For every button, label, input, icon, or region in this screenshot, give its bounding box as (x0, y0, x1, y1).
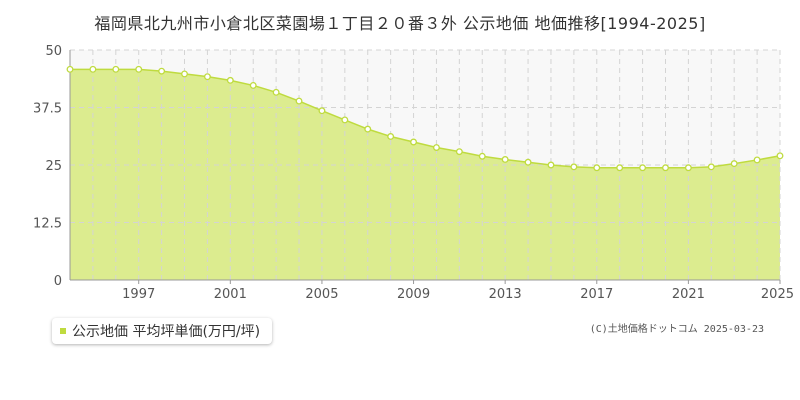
series-line (70, 68, 781, 169)
data-point (66, 65, 74, 73)
data-point (272, 88, 280, 96)
data-point (684, 164, 692, 172)
credit-text: (C)土地価格ドットコム 2025-03-23 (589, 324, 764, 335)
data-point (387, 133, 395, 140)
data-point (112, 65, 120, 73)
data-point (570, 163, 578, 171)
data-point (135, 65, 143, 73)
data-point (639, 164, 647, 172)
data-point (203, 73, 211, 81)
legend: 公示地価 平均坪単価(万円/坪) (52, 318, 273, 344)
legend-swatch (60, 328, 66, 334)
data-point (662, 164, 669, 172)
y-tick-label: 0 (54, 274, 62, 289)
data-point (547, 161, 555, 169)
y-tick-label: 25 (45, 159, 62, 174)
data-point (753, 156, 761, 164)
data-point (318, 107, 326, 115)
chart-title: 福岡県北九州市小倉北区菜園場１丁目２０番３外 公示地価 地価推移[1994-20… (94, 14, 706, 33)
data-point (455, 148, 463, 156)
y-tick-label: 12.5 (33, 217, 62, 232)
data-point (501, 156, 509, 163)
data-point (181, 70, 188, 78)
data-point (341, 116, 349, 124)
y-tick-label: 37.5 (33, 102, 62, 117)
data-point (707, 163, 715, 171)
x-tick-label: 2001 (214, 287, 247, 302)
x-tick-label: 1997 (122, 287, 155, 302)
x-tick-label: 2005 (305, 287, 338, 302)
data-point (89, 65, 97, 73)
x-tick-label: 2013 (489, 287, 522, 302)
data-point (478, 152, 486, 160)
x-tick-label: 2021 (672, 287, 705, 302)
x-tick-label: 2017 (580, 287, 613, 302)
data-point (593, 164, 601, 172)
y-tick-label: 50 (45, 44, 62, 59)
data-point (776, 152, 784, 160)
data-point (616, 164, 624, 172)
x-tick-label: 2009 (397, 287, 430, 302)
data-point (158, 67, 166, 75)
data-point (226, 76, 234, 84)
data-point (295, 97, 303, 105)
data-point (524, 158, 532, 166)
data-point (730, 160, 738, 168)
legend-label: 公示地価 平均坪単価(万円/坪) (72, 324, 261, 340)
data-point (364, 125, 372, 133)
data-point (410, 138, 417, 146)
x-tick-label: 2025 (761, 287, 794, 302)
data-point (433, 144, 440, 151)
data-point (249, 81, 257, 89)
series-area (70, 69, 780, 280)
